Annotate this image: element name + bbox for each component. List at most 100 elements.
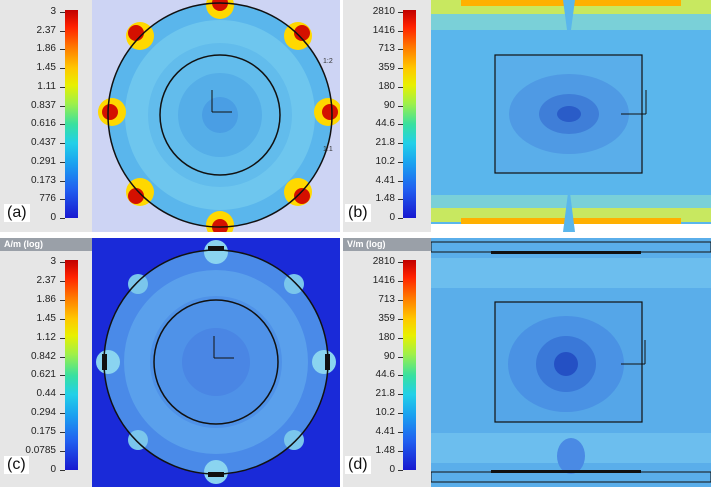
tick-label: 0.0785 <box>25 445 56 457</box>
tick-mark <box>60 161 65 163</box>
tick-mark <box>60 451 65 453</box>
colorbar-d <box>403 260 416 470</box>
tick-label: 0 <box>389 464 395 475</box>
tick-labels-a: 3 2.37 1.86 1.45 1.11 0.837 0.616 0.437 0.291 0.1… <box>0 0 340 232</box>
tick-label: 0.616 <box>30 118 56 130</box>
tick-label: 0 <box>50 212 56 223</box>
tick-label: 0.294 <box>30 407 56 419</box>
tick-label: 10.2 <box>375 407 395 419</box>
axis-triad-b <box>621 90 647 115</box>
tick-mark <box>60 86 65 88</box>
tick-labels-b: 2810 1416 713 359 180 90 44.6 21.8 10.2 4.41 1.48 0 <box>343 0 711 232</box>
tick-mark <box>398 451 403 453</box>
tick-mark <box>398 470 403 471</box>
tick-mark <box>60 262 65 263</box>
tick-labels-d: 2810 1416 713 359 180 90 44.6 21.8 10.2 4.41 1.48 0 <box>343 238 711 487</box>
tick-label: 2810 <box>372 256 395 267</box>
tick-mark <box>398 280 403 282</box>
tick-label: 0.837 <box>30 99 56 111</box>
field-plot-b <box>431 0 711 232</box>
axis-triad-a <box>211 90 232 113</box>
tick-mark <box>398 124 403 126</box>
tick-label: 1.48 <box>375 193 395 205</box>
tick-mark <box>398 375 403 377</box>
tick-label: 3 <box>50 256 56 267</box>
tick-label: 90 <box>383 350 395 362</box>
tick-label: 0 <box>389 212 395 223</box>
tick-mark <box>398 318 403 320</box>
tick-label: 180 <box>378 80 395 92</box>
panel-tag-c: (c) <box>4 456 29 474</box>
tick-mark <box>60 394 65 396</box>
panel-b: 2810 1416 713 359 180 90 44.6 21.8 10.2 4.41 1.48 0… <box>343 0 711 232</box>
field-plot-d <box>431 238 711 487</box>
tick-mark <box>60 413 65 415</box>
tick-mark <box>398 12 403 13</box>
tick-label: 44.6 <box>375 118 395 130</box>
tick-mark <box>60 218 65 219</box>
color-legend-d: V/m (log) <box>343 238 431 487</box>
tick-label: 10.2 <box>375 155 395 167</box>
tick-label: 0.291 <box>30 155 56 167</box>
tick-mark <box>60 337 65 339</box>
tick-mark <box>60 432 65 434</box>
tick-label: 0.44 <box>36 388 56 400</box>
tick-label: 1416 <box>372 24 395 36</box>
tick-label: 3 <box>50 6 56 17</box>
tick-label: 1416 <box>372 274 395 286</box>
tick-mark <box>398 68 403 70</box>
panel-tag-b: (b) <box>345 204 371 222</box>
side-label-a1: 1:2 <box>323 58 333 65</box>
color-legend-b <box>343 0 431 232</box>
axis-triad-c <box>213 336 234 359</box>
panel-tag-a: (a) <box>4 204 30 222</box>
tick-label: 2.37 <box>36 24 56 36</box>
tick-label: 776 <box>39 193 56 205</box>
tick-mark <box>60 143 65 145</box>
tick-mark <box>398 394 403 396</box>
tick-label: 180 <box>378 331 395 343</box>
tick-label: 359 <box>378 62 395 74</box>
tick-label: 1.48 <box>375 445 395 457</box>
tick-label: 0.842 <box>30 350 56 362</box>
rim-markers-c <box>102 246 330 477</box>
tick-mark <box>60 375 65 377</box>
tick-mark <box>60 470 65 471</box>
tick-mark <box>398 262 403 263</box>
tick-label: 1.45 <box>36 62 56 74</box>
legend-title-c: A/m (log) <box>0 238 92 251</box>
tick-label: 2.37 <box>36 274 56 286</box>
panel-d: V/m (log) 2810 1416 713 359 180 90 44.6 21.8 10.… <box>343 238 711 487</box>
tick-mark <box>60 49 65 51</box>
tick-label: 1.12 <box>36 331 56 343</box>
tick-label: 2810 <box>372 6 395 17</box>
tick-mark <box>398 199 403 201</box>
tick-mark <box>398 299 403 301</box>
tick-mark <box>398 86 403 88</box>
tick-mark <box>60 68 65 70</box>
panel-tag-d: (d) <box>345 456 371 474</box>
tick-label: 21.8 <box>375 388 395 400</box>
tick-mark <box>398 30 403 32</box>
tick-mark <box>60 30 65 32</box>
tick-mark <box>398 180 403 182</box>
tick-label: 90 <box>383 99 395 111</box>
colorbar-c <box>65 260 78 470</box>
tick-mark <box>398 432 403 434</box>
tick-label: 4.41 <box>375 426 395 438</box>
tick-label: 0.437 <box>30 137 56 149</box>
tick-label: 4.41 <box>375 174 395 186</box>
tick-label: 0.175 <box>30 426 56 438</box>
tick-label: 0.621 <box>30 369 56 381</box>
tick-label: 359 <box>378 312 395 324</box>
tick-mark <box>398 356 403 358</box>
tick-label: 0.173 <box>30 174 56 186</box>
tick-mark <box>60 199 65 201</box>
tick-label: 1.11 <box>37 80 56 92</box>
tick-mark <box>398 143 403 145</box>
panel-a: 3 2.37 1.86 1.45 1.11 0.837 0.616 0.437 0.291 0.1… <box>0 0 340 232</box>
field-plot-c <box>92 238 340 487</box>
tick-mark <box>60 180 65 182</box>
field-plot-a <box>92 0 340 232</box>
tick-mark <box>60 280 65 282</box>
